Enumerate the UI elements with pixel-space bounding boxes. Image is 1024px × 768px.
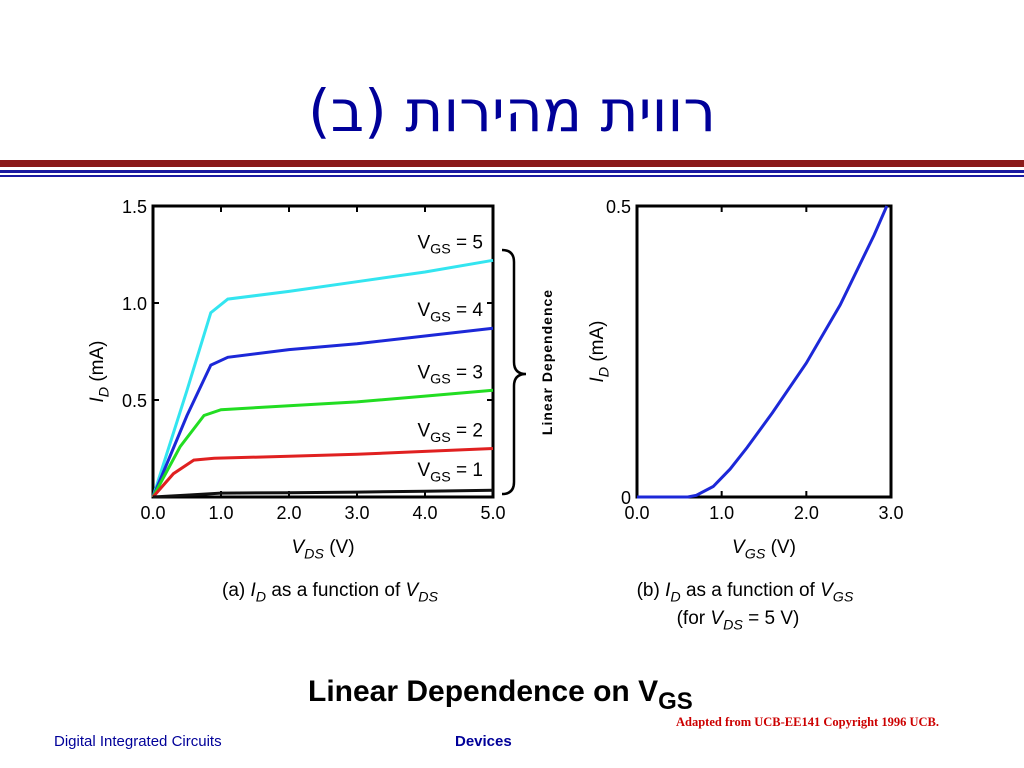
brace-label: Linear Dependence <box>539 289 555 435</box>
footer-course-title: Digital Integrated Circuits <box>54 733 222 750</box>
y-axis-label-part: D <box>596 367 612 377</box>
x-tick-label: 3.0 <box>878 503 903 523</box>
linear-dependence-brace: Linear Dependence <box>501 248 555 496</box>
y-tick-label: 0 <box>621 488 631 508</box>
x-tick-label: 2.0 <box>276 503 301 523</box>
series-line <box>151 326 494 498</box>
y-axis-label-part: (mA) <box>87 340 108 386</box>
y-axis-label-part: I <box>587 377 608 383</box>
chart-caption-part: (a) <box>222 580 251 601</box>
bottom-heading: Linear Dependence on VGS <box>308 675 693 716</box>
series-label: VGS = 3 <box>417 362 483 387</box>
x-tick-label: 0.0 <box>624 503 649 523</box>
chart-caption-part: V <box>406 580 421 601</box>
title-rule-red <box>0 160 1024 167</box>
y-tick-label: 0.5 <box>122 391 147 411</box>
chart-caption-line2-part: DS <box>723 617 743 633</box>
footer-section-title: Devices <box>455 733 512 750</box>
x-axis-label-part: (V) <box>324 537 355 558</box>
series-label: VGS = 4 <box>417 300 483 325</box>
x-tick-label: 1.0 <box>208 503 233 523</box>
chart-caption-part: D <box>256 589 266 605</box>
brace-shape <box>501 248 527 496</box>
x-axis-label-part: V <box>291 537 306 558</box>
series-label-part: = 5 <box>451 232 483 253</box>
series-label: VGS = 5 <box>417 232 483 257</box>
chart-caption-line2-part: V <box>710 608 725 629</box>
chart-caption-line2-part: = 5 V) <box>743 608 800 629</box>
series-label-part: GS <box>430 430 451 446</box>
series-label: VGS = 2 <box>417 421 483 446</box>
series-label-part: V <box>417 300 430 321</box>
chart-caption-part: I <box>251 580 257 601</box>
x-tick-label: 3.0 <box>344 503 369 523</box>
x-axis-label: VGS (V) <box>732 537 796 562</box>
series-label: VGS = 1 <box>417 460 483 485</box>
x-tick-label: 2.0 <box>794 503 819 523</box>
series-line <box>152 488 494 499</box>
x-axis-label: VDS (V) <box>291 537 354 562</box>
x-tick-label: 5.0 <box>480 503 505 523</box>
chart-caption-part: as a function of <box>681 580 820 601</box>
chart-caption-part: I <box>665 580 671 601</box>
chart-caption-part: GS <box>833 589 854 605</box>
y-axis-label-part: D <box>96 387 112 397</box>
y-axis-label: ID (mA) <box>87 340 112 402</box>
series-label-part: GS <box>430 372 451 388</box>
y-axis-label-part: (mA) <box>587 320 608 366</box>
chart-caption-part: DS <box>418 589 438 605</box>
series-label-part: GS <box>430 242 451 258</box>
y-axis-label-part: I <box>87 397 108 403</box>
chart-caption: (a) ID as a function of VDS <box>222 580 438 605</box>
series-line <box>151 447 494 498</box>
bottom-heading-subscript: GS <box>658 688 693 715</box>
x-axis-label-part: GS <box>745 546 766 562</box>
y-tick-label: 0.5 <box>606 197 631 217</box>
chart-caption-part: V <box>820 580 835 601</box>
series-line <box>151 258 494 498</box>
chart-caption-line2-part: (for <box>677 608 711 629</box>
x-tick-label: 0.0 <box>140 503 165 523</box>
y-tick-label: 1.5 <box>122 197 147 217</box>
series-line <box>637 205 889 499</box>
x-axis-label-part: V <box>732 537 747 558</box>
x-axis-label-part: (V) <box>765 537 796 558</box>
title-rule-blue-1 <box>0 170 1024 173</box>
series-label-part: = 2 <box>451 421 483 442</box>
plot-frame <box>635 204 893 499</box>
series-label-part: GS <box>430 470 451 486</box>
chart-caption-part: D <box>670 589 680 605</box>
series-label-part: V <box>417 232 430 253</box>
series-label-part: V <box>417 421 430 442</box>
series-label-part: = 4 <box>451 300 484 321</box>
chart-caption-line2: (for VDS = 5 V) <box>677 608 800 633</box>
series-label-part: V <box>417 460 430 481</box>
chart-caption-part: as a function of <box>266 580 405 601</box>
title-rule-blue-2 <box>0 175 1024 177</box>
series-line <box>151 388 494 498</box>
series-label-part: = 1 <box>451 460 483 481</box>
x-tick-label: 4.0 <box>412 503 437 523</box>
plot-frame <box>151 204 495 499</box>
series-label-part: GS <box>430 310 451 326</box>
chart-caption: (b) ID as a function of VGS <box>637 580 854 605</box>
chart-caption-part: (b) <box>637 580 666 601</box>
series-label-part: V <box>417 362 430 383</box>
slide-title: רווית מהירות (ב) <box>307 77 716 145</box>
y-axis-label: ID (mA) <box>587 320 612 382</box>
credit-text: Adapted from UCB-EE141 Copyright 1996 UC… <box>676 715 939 729</box>
y-tick-label: 1.0 <box>122 294 147 314</box>
bottom-heading-text: Linear Dependence on V <box>308 675 659 708</box>
series-label-part: = 3 <box>451 362 483 383</box>
x-tick-label: 1.0 <box>709 503 734 523</box>
x-axis-label-part: DS <box>304 546 324 562</box>
